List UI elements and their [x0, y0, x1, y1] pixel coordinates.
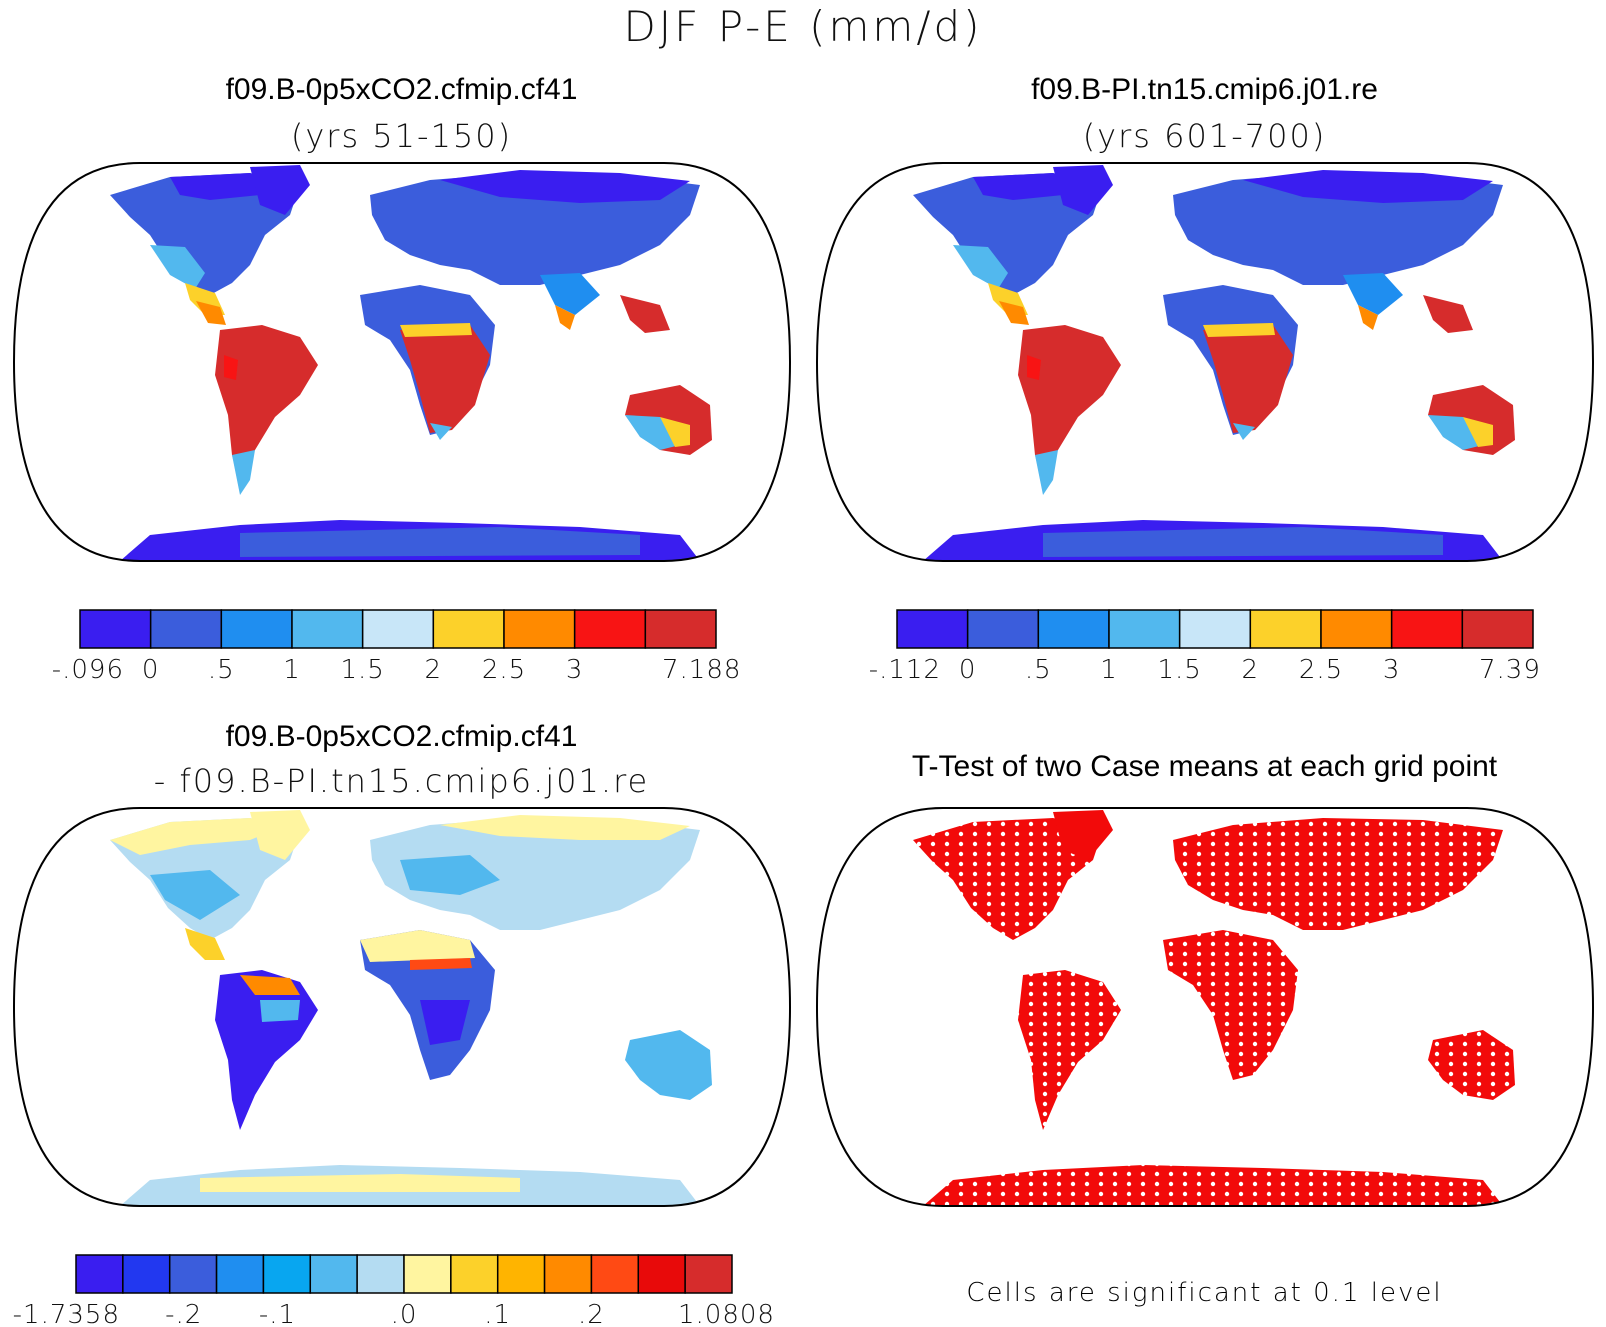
- colorbar-label: 0: [142, 655, 160, 685]
- colorbar-swatch: [450, 1254, 499, 1294]
- colorbar-swatch: [262, 1254, 312, 1294]
- colorbar-label: 2.5: [1299, 655, 1343, 685]
- colorbar-swatch: [149, 609, 223, 649]
- colorbar-swatch: [75, 1254, 124, 1294]
- colorbar-label: .5: [208, 655, 235, 685]
- colorbar-swatch: [590, 1254, 640, 1294]
- colorbar-swatch: [496, 1254, 546, 1294]
- colorbar-swatch: [220, 609, 293, 649]
- colorbar-swatch: [432, 609, 505, 649]
- colorbar-label: 1.5: [1157, 655, 1201, 685]
- colorbar-swatch: [1037, 609, 1110, 649]
- colorbar-case: -.096 0 .5 1 1.5 2 2.5 3 7.188: [52, 609, 741, 685]
- map-panel-ttest: [803, 800, 1606, 1215]
- colorbar-swatch: [215, 1254, 265, 1294]
- colorbar-label: 1: [283, 655, 301, 685]
- colorbar-label: 3: [566, 655, 584, 685]
- colorbar-label: 2: [1242, 655, 1260, 685]
- colorbar-swatch: [966, 609, 1040, 649]
- colorbar-label: .1: [484, 1300, 511, 1327]
- panel-ttest-title: T-Test of two Case means at each grid po…: [911, 750, 1498, 783]
- map-case-land: [14, 163, 790, 561]
- colorbar-label: .5: [1025, 655, 1052, 685]
- colorbar-swatch: [1249, 609, 1322, 649]
- colorbar-label: -1.7358: [13, 1300, 120, 1327]
- colorbar-swatch: [1461, 609, 1534, 649]
- colorbar-label: 7.39: [1479, 655, 1541, 685]
- colorbar-swatch: [543, 1254, 593, 1294]
- panel-diff-subtitle: - f09.B-PI.tn15.cmip6.j01.re: [153, 762, 650, 800]
- colorbar-label: 0: [959, 655, 977, 685]
- colorbar-label: 7.188: [662, 655, 741, 685]
- colorbar-swatch: [684, 1254, 733, 1294]
- colorbar-swatch: [168, 1254, 218, 1294]
- colorbar-label: 3: [1383, 655, 1401, 685]
- colorbar-label: 2.5: [482, 655, 526, 685]
- colorbar-label: -.112: [869, 655, 941, 685]
- colorbar-swatch: [291, 609, 364, 649]
- colorbar-swatch: [122, 1254, 171, 1294]
- colorbar-label: .2: [578, 1300, 605, 1327]
- colorbar-label: -.2: [165, 1300, 202, 1327]
- colorbar-swatch: [644, 609, 717, 649]
- colorbar-label: 1.0808: [678, 1300, 775, 1327]
- colorbar-swatch: [1320, 609, 1393, 649]
- ttest-significance-note: Cells are significant at 0.1 level: [966, 1278, 1443, 1308]
- map-panel-control: [803, 155, 1606, 570]
- colorbar-label: -.096: [52, 655, 124, 685]
- panel-case-subtitle: (yrs 51-150): [290, 117, 513, 155]
- colorbar-swatch: [573, 609, 647, 649]
- map-panel-case: [0, 155, 803, 570]
- figure-title: DJF P-E (mm/d): [623, 2, 983, 51]
- map-diff-land: [14, 808, 790, 1206]
- colorbar-swatch: [403, 1254, 452, 1294]
- colorbar-swatch: [1178, 609, 1252, 649]
- panel-case-title: f09.B-0p5xCO2.cfmip.cf41: [225, 73, 578, 106]
- colorbar-swatch: [896, 609, 969, 649]
- colorbar-control: -.112 0 .5 1 1.5 2 2.5 3 7.39: [869, 609, 1541, 685]
- colorbar-swatch: [356, 1254, 405, 1294]
- colorbar-swatch: [637, 1254, 686, 1294]
- panel-diff-title: f09.B-0p5xCO2.cfmip.cf41: [225, 720, 578, 753]
- colorbar-label: 1.5: [340, 655, 384, 685]
- colorbar-swatch: [1390, 609, 1464, 649]
- colorbar-swatch: [79, 609, 152, 649]
- colorbar-label: .0: [391, 1300, 418, 1327]
- panel-control-title: f09.B-PI.tn15.cmip6.j01.re: [1031, 73, 1378, 106]
- map-panel-difference: [0, 800, 803, 1215]
- colorbar-label: 2: [425, 655, 443, 685]
- colorbar-swatch: [503, 609, 576, 649]
- map-control-land: [817, 163, 1593, 561]
- colorbar-swatch: [309, 1254, 358, 1294]
- colorbar-label: -.1: [259, 1300, 296, 1327]
- map-ttest-land: [817, 808, 1593, 1206]
- panel-control-subtitle: (yrs 601-700): [1082, 117, 1327, 155]
- colorbar-swatch: [1108, 609, 1181, 649]
- colorbar-label: 1: [1100, 655, 1118, 685]
- colorbar-difference: -1.7358 -.2 -.1 .0 .1 .2 1.0808: [13, 1254, 775, 1327]
- colorbar-swatch: [361, 609, 435, 649]
